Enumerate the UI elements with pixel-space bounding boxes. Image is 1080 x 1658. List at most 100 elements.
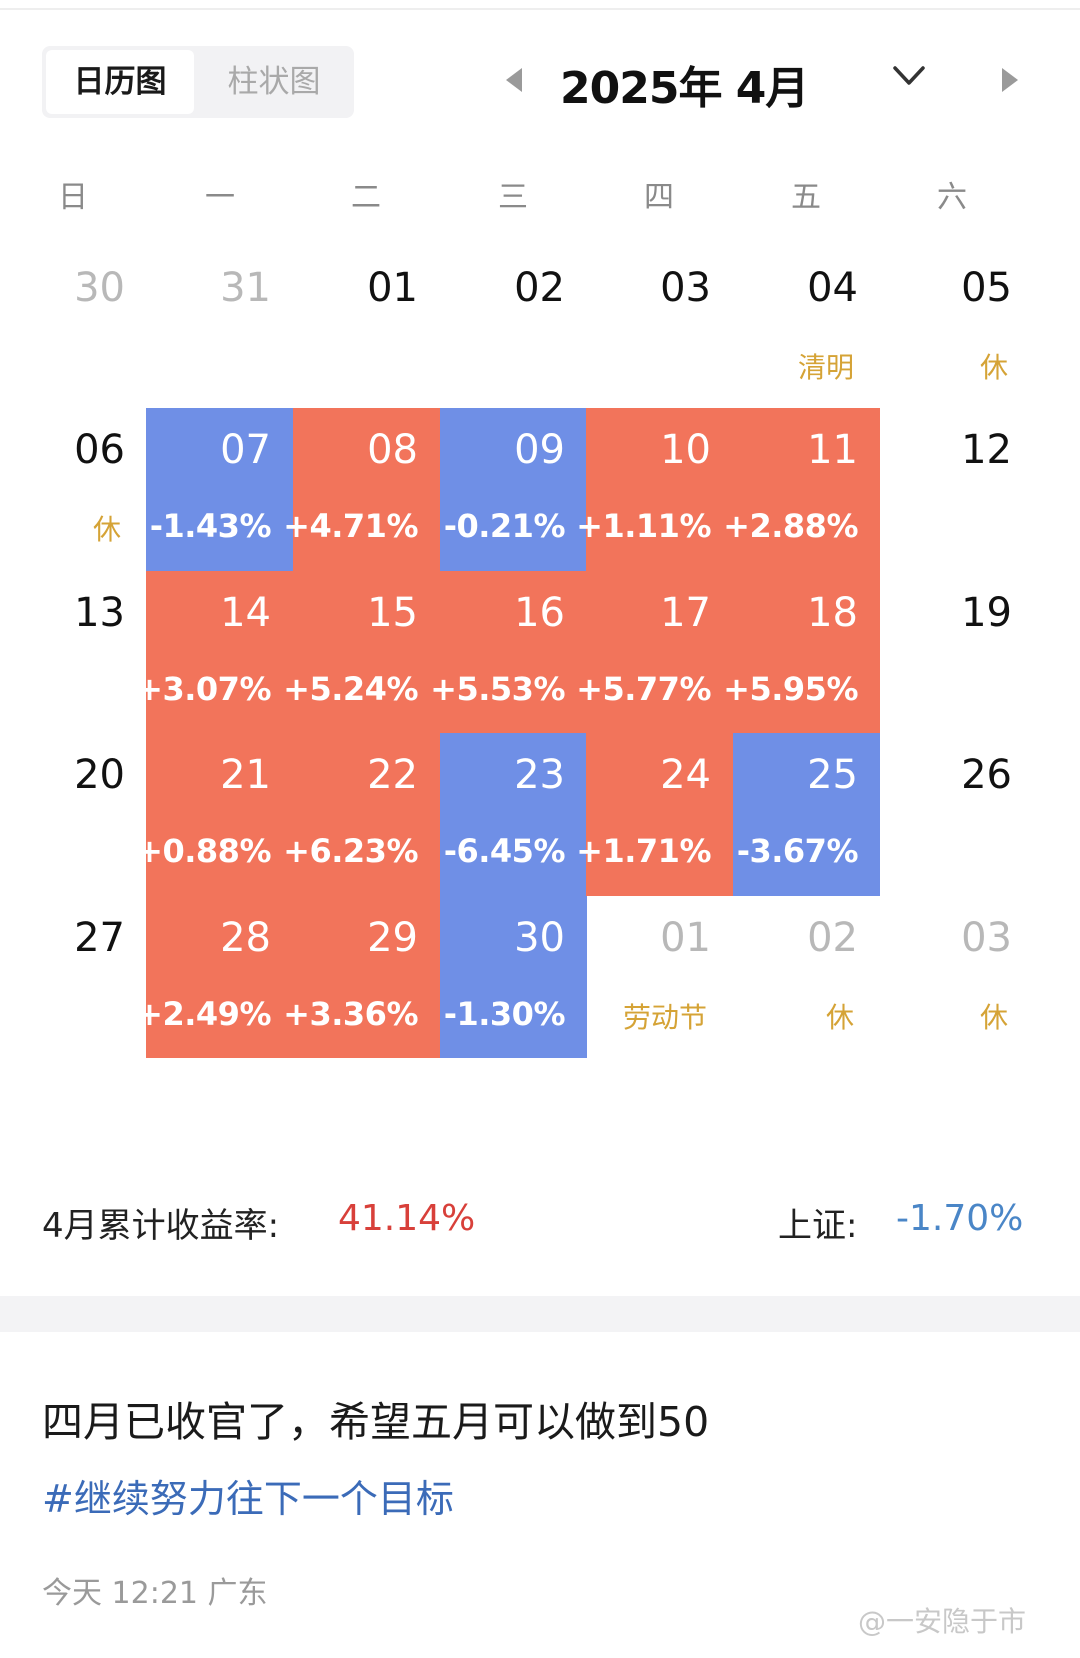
weekday-label: 一 (205, 180, 235, 215)
day-number: 27 (74, 915, 125, 961)
calendar-day-cell[interactable]: 03 (586, 246, 733, 409)
calendar-day-cell[interactable]: 10 +1.11% (576, 408, 733, 571)
calendar-day-cell[interactable]: 22 +6.23% (283, 733, 440, 896)
day-number: 22 (367, 752, 418, 798)
calendar-day-cell[interactable]: 24 +1.71% (576, 733, 733, 896)
calendar-day-cell[interactable]: 31 (146, 246, 293, 409)
calendar-day-cell[interactable]: 01 劳动节 (586, 896, 733, 1058)
daily-return: +6.23% (283, 832, 418, 870)
calendar-day-cell[interactable]: 08 +4.71% (283, 408, 440, 571)
day-number: 31 (220, 265, 271, 311)
daily-return: +4.71% (283, 507, 418, 545)
day-number: 23 (514, 752, 565, 798)
holiday-note: 劳动节 (622, 1001, 707, 1034)
calendar-day-cell[interactable]: 12 (879, 408, 1034, 571)
calendar-day-cell[interactable]: 07 -1.43% (146, 408, 293, 571)
chevron-down-icon[interactable] (892, 64, 926, 88)
calendar-day-cell[interactable]: 20 (0, 733, 147, 896)
calendar-day-cell[interactable]: 14 +3.07% (136, 571, 293, 734)
day-number: 09 (514, 427, 565, 473)
calendar-day-cell[interactable]: 29 +3.36% (283, 896, 440, 1058)
daily-return: +0.88% (136, 832, 271, 870)
day-number: 05 (961, 265, 1012, 311)
monthly-return-value: 41.14% (338, 1198, 476, 1239)
day-number: 13 (74, 590, 125, 636)
top-divider (0, 8, 1080, 10)
tab-bar-chart-view[interactable]: 柱状图 (227, 64, 321, 100)
holiday-note: 清明 (797, 351, 854, 384)
calendar-day-cell[interactable]: 02 休 (733, 896, 880, 1058)
calendar-day-cell[interactable]: 21 +0.88% (136, 733, 293, 896)
daily-return: -1.43% (149, 507, 272, 545)
calendar-day-cell[interactable]: 28 +2.49% (136, 896, 293, 1058)
daily-return: +5.77% (576, 670, 711, 708)
holiday-note: 休 (979, 351, 1008, 384)
calendar-day-cell[interactable]: 25 -3.67% (733, 733, 880, 896)
weekday-label: 三 (498, 180, 528, 215)
holiday-note: 休 (92, 513, 121, 546)
prev-month-icon[interactable] (506, 68, 522, 92)
day-number: 06 (74, 427, 125, 473)
day-number: 04 (807, 265, 858, 311)
day-number: 17 (660, 590, 711, 636)
daily-return: +1.11% (576, 507, 711, 545)
calendar-day-cell[interactable]: 01 (293, 246, 440, 409)
calendar-day-cell[interactable]: 26 (879, 733, 1034, 896)
daily-return: -6.45% (443, 832, 566, 870)
calendar-day-cell[interactable]: 13 (0, 571, 147, 734)
calendar-day-cell[interactable]: 27 (0, 896, 147, 1058)
daily-return: -3.67% (736, 832, 859, 870)
day-number: 15 (367, 590, 418, 636)
day-number: 01 (660, 915, 711, 961)
day-number: 02 (807, 915, 858, 961)
calendar-day-cell[interactable]: 03 休 (879, 896, 1034, 1058)
calendar-day-cell[interactable]: 30 -1.30% (440, 896, 587, 1058)
weekday-label: 二 (351, 180, 381, 215)
day-number: 08 (367, 427, 418, 473)
calendar-day-cell[interactable]: 06 休 (0, 408, 147, 571)
daily-return: +5.24% (283, 670, 418, 708)
daily-return: +5.95% (723, 670, 858, 708)
calendar-day-cell[interactable]: 05 休 (879, 246, 1034, 409)
post-hashtag[interactable]: #继续努力往下一个目标 (42, 1477, 454, 1521)
post-text: 四月已收官了，希望五月可以做到50 (42, 1398, 710, 1446)
day-number: 11 (807, 427, 858, 473)
index-label: 上证: (778, 1206, 858, 1246)
calendar-day-cell[interactable]: 02 (440, 246, 587, 409)
calendar-day-cell[interactable]: 16 +5.53% (430, 571, 587, 734)
day-number: 26 (961, 752, 1012, 798)
day-number: 03 (660, 265, 711, 311)
day-number: 07 (220, 427, 271, 473)
day-number: 10 (660, 427, 711, 473)
daily-return: +5.53% (430, 670, 565, 708)
watermark: @一安隐于市 (858, 1605, 1027, 1638)
daily-return: +3.36% (283, 995, 418, 1033)
calendar-day-cell[interactable]: 18 +5.95% (723, 571, 880, 734)
calendar-day-cell[interactable]: 15 +5.24% (283, 571, 440, 734)
daily-return: -1.30% (443, 995, 566, 1033)
day-number: 16 (514, 590, 565, 636)
daily-return: +1.71% (576, 832, 711, 870)
weekday-label: 四 (644, 180, 674, 215)
tab-calendar-view[interactable]: 日历图 (46, 50, 194, 114)
calendar-day-cell[interactable]: 09 -0.21% (440, 408, 587, 571)
calendar-day-cell[interactable]: 17 +5.77% (576, 571, 733, 734)
daily-return: +2.88% (723, 507, 858, 545)
month-title[interactable]: 2025年 4月 (560, 63, 809, 114)
calendar-day-cell[interactable]: 04 清明 (733, 246, 880, 409)
index-value: -1.70% (896, 1198, 1024, 1239)
day-number: 30 (74, 265, 125, 311)
day-number: 20 (74, 752, 125, 798)
day-number: 18 (807, 590, 858, 636)
calendar-day-cell[interactable]: 30 (0, 246, 147, 409)
day-number: 14 (220, 590, 271, 636)
calendar-day-cell[interactable]: 11 +2.88% (723, 408, 880, 571)
day-number: 25 (807, 752, 858, 798)
day-number: 03 (961, 915, 1012, 961)
holiday-note: 休 (979, 1001, 1008, 1034)
next-month-icon[interactable] (1002, 68, 1018, 92)
calendar-day-cell[interactable]: 19 (879, 571, 1034, 734)
calendar-day-cell[interactable]: 23 -6.45% (440, 733, 587, 896)
weekday-label: 日 (58, 180, 88, 215)
day-number: 24 (660, 752, 711, 798)
